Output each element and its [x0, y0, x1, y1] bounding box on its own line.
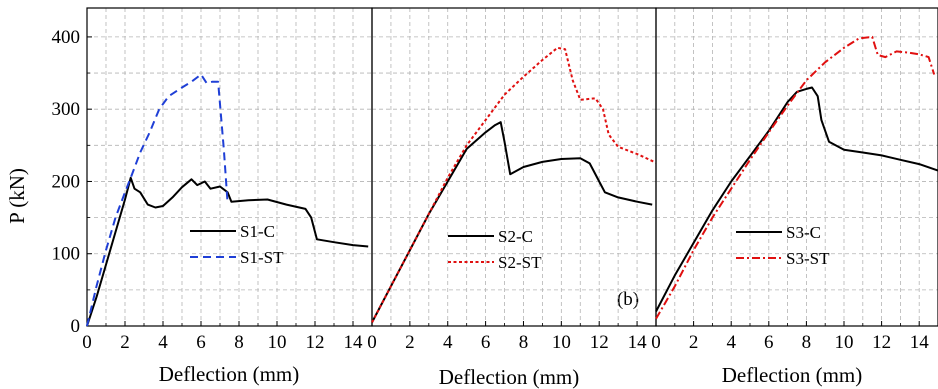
- x-tick-label: 8: [234, 332, 244, 353]
- x-tick-label: 4: [443, 332, 453, 353]
- legend-label: S1-C: [240, 222, 275, 241]
- y-tick-label: 400: [52, 27, 81, 48]
- y-tick-label: 0: [71, 316, 81, 337]
- x-tick-label: 12: [590, 332, 609, 353]
- y-tick-label: 100: [52, 244, 81, 265]
- panel-2-xlabel: Deflection (mm): [439, 365, 580, 389]
- series-line-s1-c: [86, 176, 369, 327]
- x-tick-label: 4: [158, 332, 168, 353]
- x-tick-label: 10: [552, 332, 571, 353]
- x-tick-label: 2: [405, 332, 415, 353]
- panel-3-annotation: (b): [617, 289, 639, 310]
- x-tick-label: 14: [344, 332, 364, 353]
- x-tick-label: 8: [519, 332, 529, 353]
- panel-3-legend: S3-C S3-ST: [736, 223, 830, 268]
- x-tick-label: 6: [764, 332, 774, 353]
- legend-label: S3-C: [786, 223, 821, 242]
- panel-3-plot: 0 2 4 6 8 10 12 14 S3-C S3-ST: [651, 7, 938, 353]
- x-tick-label: 0: [82, 332, 92, 353]
- x-tick-label: 6: [196, 332, 206, 353]
- legend-label: S2-C: [498, 227, 533, 246]
- panel-1-plot: 0 2 4 6 8 10 12 14 0 100 200 300 400 S1-C S1-ST: [52, 7, 373, 353]
- legend-label: S2-ST: [498, 253, 542, 272]
- x-tick-label: 12: [872, 332, 891, 353]
- panel-1-xlabel: Deflection (mm): [159, 362, 300, 386]
- x-tick-label: 10: [835, 332, 854, 353]
- x-tick-label: 14: [910, 332, 930, 353]
- panel-2: Deflection (mm): [439, 365, 580, 389]
- series-line-s1-st: [86, 73, 229, 327]
- series-line-s3-c: [655, 86, 938, 312]
- x-tick-label: 0: [367, 332, 377, 353]
- series-line-s3-st: [655, 35, 936, 320]
- panel-2-legend: S2-C S2-ST: [448, 227, 542, 272]
- x-tick-label: 14: [628, 332, 648, 353]
- panel-3-xlabel: Deflection (mm): [722, 363, 863, 387]
- panel-2-frame: [371, 7, 657, 327]
- panel-1-ylabel: P (kN): [5, 168, 29, 224]
- x-tick-label: 2: [120, 332, 130, 353]
- x-tick-label: 2: [689, 332, 699, 353]
- panel-1: P (kN) Deflection (mm): [5, 168, 299, 386]
- legend-label: S3-ST: [786, 249, 830, 268]
- x-tick-label: 10: [268, 332, 287, 353]
- y-tick-label: 300: [52, 99, 81, 120]
- panel-3-frame: [655, 7, 938, 327]
- y-tick-label: 200: [52, 171, 81, 192]
- legend-label: S1-ST: [240, 248, 284, 267]
- panel-3: Deflection (mm) (b): [617, 289, 862, 387]
- x-tick-label: 0: [651, 332, 661, 353]
- series-line-s2-st: [371, 46, 657, 323]
- x-tick-label: 8: [802, 332, 812, 353]
- x-tick-label: 4: [726, 332, 736, 353]
- series-line-s2-c: [371, 121, 653, 323]
- x-tick-label: 6: [481, 332, 491, 353]
- x-tick-label: 12: [306, 332, 325, 353]
- panel-2-plot: 0 2 4 6 8 10 12 14 S2-C S2-ST: [367, 7, 657, 353]
- panel-1-legend: S1-C S1-ST: [190, 222, 284, 267]
- panel-1-frame: [86, 7, 373, 327]
